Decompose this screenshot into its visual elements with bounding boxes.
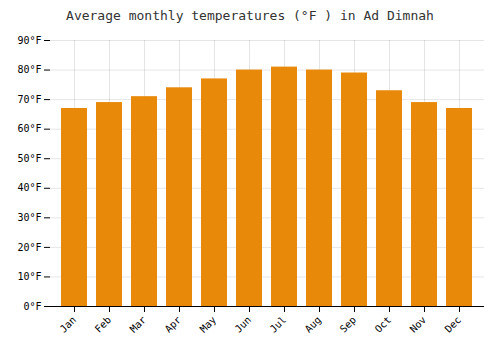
svg-text:50°F: 50°F <box>17 153 41 164</box>
svg-text:60°F: 60°F <box>17 123 41 134</box>
svg-text:40°F: 40°F <box>17 182 41 193</box>
svg-text:70°F: 70°F <box>17 94 41 105</box>
svg-text:Aug: Aug <box>303 314 324 335</box>
svg-text:Oct: Oct <box>373 314 394 335</box>
svg-text:Jul: Jul <box>268 314 289 335</box>
svg-text:Apr: Apr <box>163 314 184 335</box>
svg-text:May: May <box>198 314 219 335</box>
svg-text:80°F: 80°F <box>17 64 41 75</box>
svg-text:Dec: Dec <box>443 314 464 335</box>
svg-text:10°F: 10°F <box>17 271 41 282</box>
svg-text:Nov: Nov <box>408 314 429 335</box>
svg-text:Mar: Mar <box>128 314 149 335</box>
svg-text:30°F: 30°F <box>17 212 41 223</box>
svg-text:Jan: Jan <box>58 314 79 335</box>
html-text:Average monthly temperatures (: Average monthly temperatures (°F ) in Ad… <box>66 8 434 23</box>
svg-text:Jun: Jun <box>233 314 254 335</box>
svg-text:Feb: Feb <box>93 314 114 335</box>
svg-text:90°F: 90°F <box>17 35 41 46</box>
svg-text:Sep: Sep <box>338 314 359 335</box>
svg-text:0°F: 0°F <box>23 301 41 312</box>
svg-text:20°F: 20°F <box>17 242 41 253</box>
